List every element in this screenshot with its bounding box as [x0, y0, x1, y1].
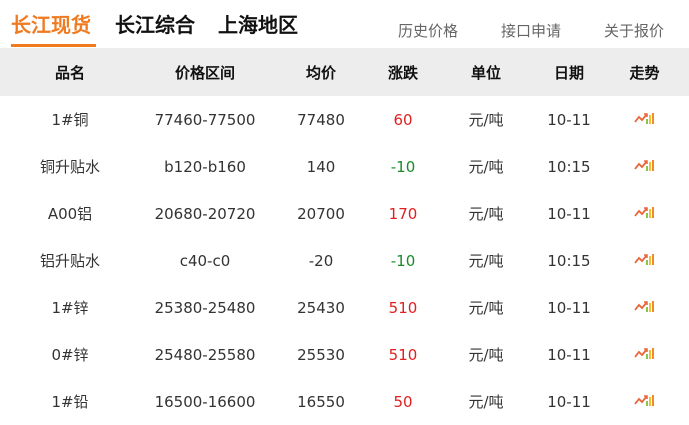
tab-changjiang-spot[interactable]: 长江现货: [11, 13, 91, 37]
cell-change: 170: [388, 204, 418, 223]
cell-name: 铝升贴水: [39, 252, 100, 270]
cell-change: -10: [390, 157, 416, 176]
tab-changjiang-composite[interactable]: 长江综合: [115, 13, 195, 37]
table-row: A00铝 20680-20720 20700 170 元/吨 10-11: [0, 190, 689, 237]
cell-unit: 元/吨: [468, 111, 504, 129]
table-row: 0#锌 25480-25580 25530 510 元/吨 10-11: [0, 331, 689, 378]
trend-chart-icon[interactable]: [600, 190, 689, 237]
table-row: 1#铜 77460-77500 77480 60 元/吨 10-11: [0, 96, 689, 143]
cell-date: 10-11: [547, 110, 591, 129]
cell-name: A00铝: [47, 205, 93, 223]
cell-date: 10:15: [547, 157, 591, 176]
cell-avg: 16550: [297, 392, 345, 411]
trend-chart-icon[interactable]: [600, 143, 689, 190]
cell-name: 铜升贴水: [39, 158, 100, 176]
cell-range: 25480-25580: [154, 345, 256, 364]
price-table: 品名 价格区间 均价 涨跌 单位 日期 走势 1#铜 77460-77500 77480 60 元/…: [0, 48, 689, 425]
column-header: 日期: [538, 48, 600, 96]
cell-name: 1#铅: [51, 393, 89, 411]
cell-avg: 25430: [297, 298, 345, 317]
trend-chart-icon[interactable]: [600, 284, 689, 331]
cell-name: 0#锌: [51, 346, 89, 364]
cell-avg: 140: [306, 157, 336, 176]
tab-shanghai[interactable]: 上海地区: [218, 13, 298, 37]
trend-chart-icon[interactable]: [600, 96, 689, 143]
column-header: 单位: [434, 48, 538, 96]
cell-range: 25380-25480: [154, 298, 256, 317]
cell-change: -10: [390, 251, 416, 270]
cell-date: 10-11: [547, 392, 591, 411]
header: 长江现货 长江综合 上海地区 历史价格 接口申请 关于报价: [0, 0, 689, 48]
cell-date: 10:15: [547, 251, 591, 270]
trend-chart-icon[interactable]: [600, 237, 689, 284]
cell-name: 1#铜: [51, 111, 89, 129]
table-row: 铜升贴水 b120-b160 140 -10 元/吨 10:15: [0, 143, 689, 190]
column-header: 品名: [0, 48, 140, 96]
cell-change: 510: [388, 298, 418, 317]
cell-unit: 元/吨: [468, 299, 504, 317]
cell-avg: 77480: [297, 110, 345, 129]
cell-range: c40-c0: [179, 251, 231, 270]
cell-change: 60: [393, 110, 413, 129]
cell-avg: -20: [308, 251, 334, 270]
cell-unit: 元/吨: [468, 205, 504, 223]
cell-unit: 元/吨: [468, 158, 504, 176]
cell-date: 10-11: [547, 204, 591, 223]
about-quote-link[interactable]: 关于报价: [604, 22, 665, 40]
column-header: 走势: [600, 48, 689, 96]
cell-unit: 元/吨: [468, 346, 504, 364]
active-tab-indicator: [11, 44, 96, 47]
history-price-link[interactable]: 历史价格: [398, 22, 459, 40]
table-row: 1#铅 16500-16600 16550 50 元/吨 10-11: [0, 378, 689, 425]
table-row: 铝升贴水 c40-c0 -20 -10 元/吨 10:15: [0, 237, 689, 284]
cell-change: 510: [388, 345, 418, 364]
cell-unit: 元/吨: [468, 393, 504, 411]
cell-name: 1#锌: [51, 299, 89, 317]
column-header: 价格区间: [140, 48, 270, 96]
column-header: 均价: [270, 48, 372, 96]
cell-range: 16500-16600: [154, 392, 256, 411]
cell-range: 77460-77500: [154, 110, 256, 129]
cell-avg: 25530: [297, 345, 345, 364]
table-row: 1#锌 25380-25480 25430 510 元/吨 10-11: [0, 284, 689, 331]
cell-unit: 元/吨: [468, 252, 504, 270]
cell-date: 10-11: [547, 298, 591, 317]
column-header: 涨跌: [372, 48, 434, 96]
cell-date: 10-11: [547, 345, 591, 364]
cell-range: b120-b160: [164, 157, 246, 176]
cell-change: 50: [393, 392, 413, 411]
trend-chart-icon[interactable]: [600, 331, 689, 378]
cell-range: 20680-20720: [154, 204, 256, 223]
api-apply-link[interactable]: 接口申请: [501, 22, 562, 40]
trend-chart-icon[interactable]: [600, 378, 689, 425]
cell-avg: 20700: [297, 204, 345, 223]
